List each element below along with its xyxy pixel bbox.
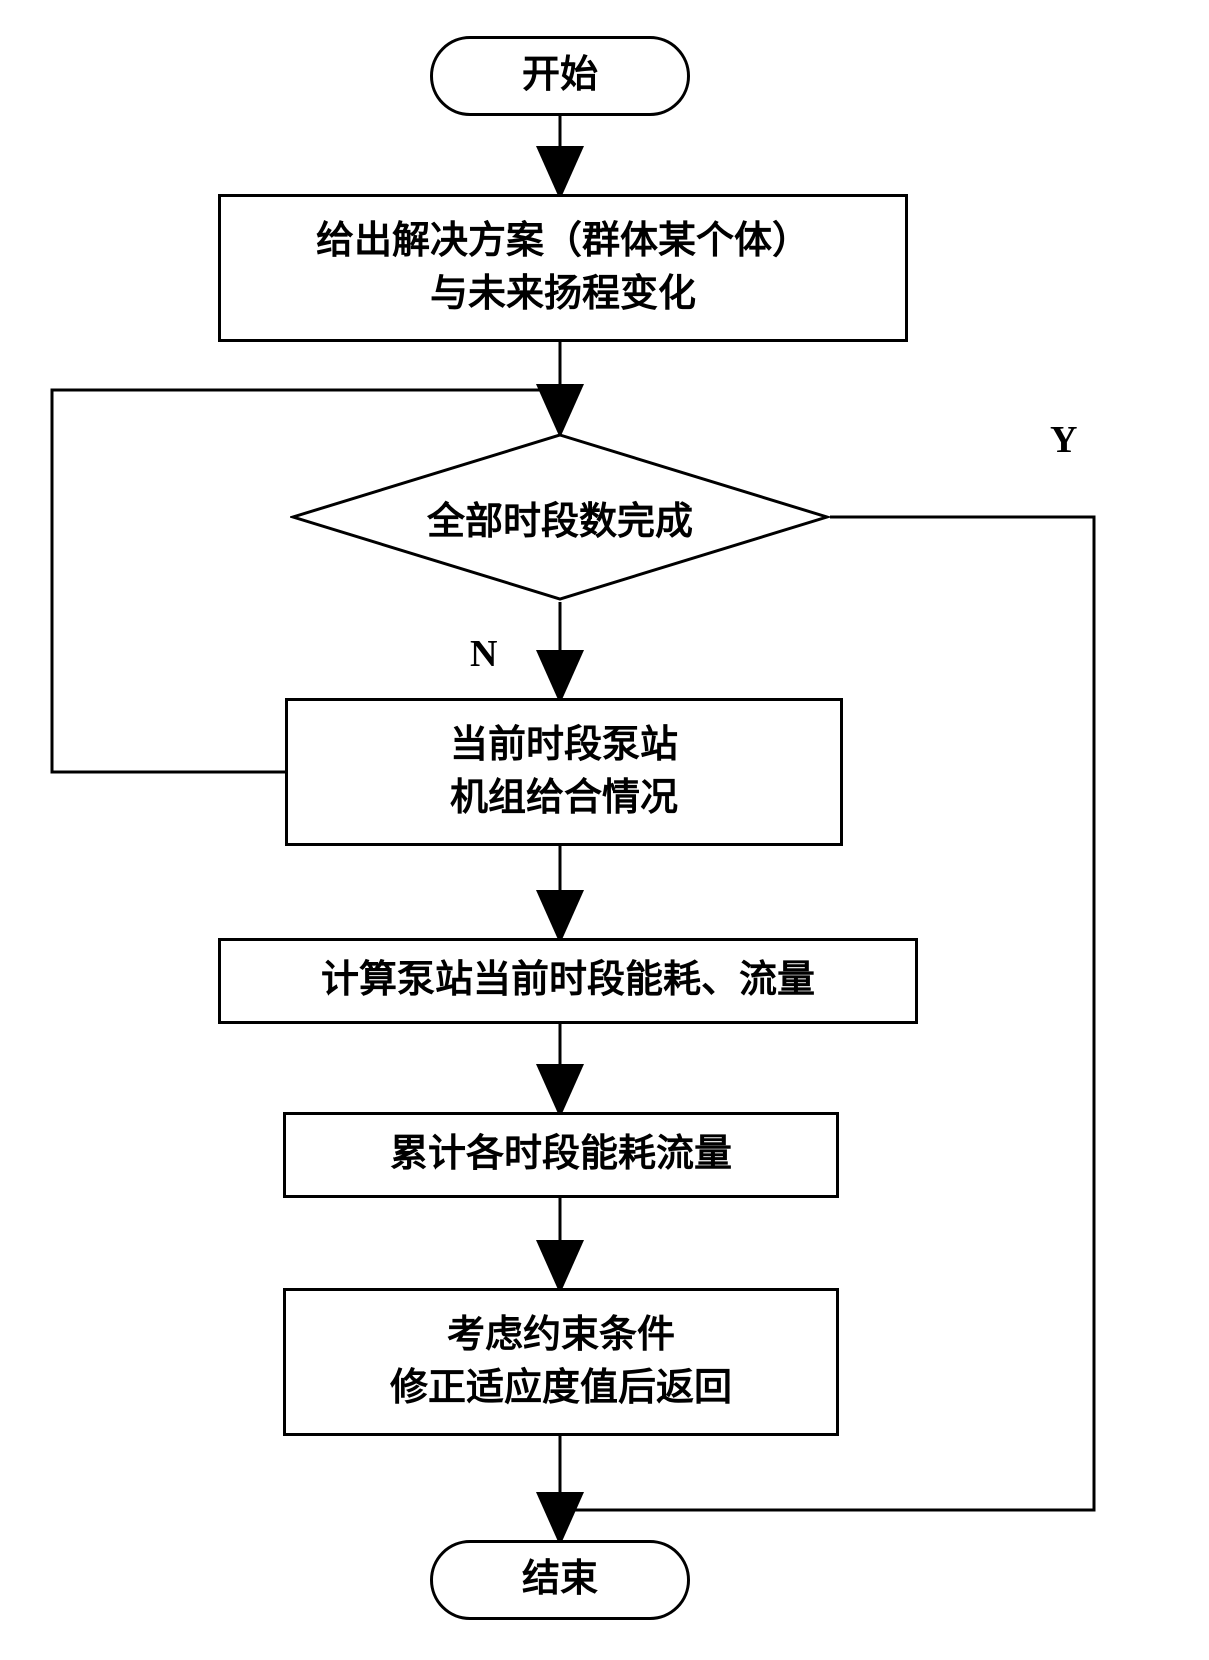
node-calc-energy-flow: 计算泵站当前时段能耗、流量 bbox=[218, 938, 918, 1024]
label-no-text: N bbox=[470, 633, 497, 675]
node-start: 开始 bbox=[430, 36, 690, 116]
node-end-text: 结束 bbox=[522, 1553, 598, 1606]
node-apply-constraints-line2: 修正适应度值后返回 bbox=[390, 1362, 732, 1415]
node-give-solution-line2: 与未来扬程变化 bbox=[430, 268, 696, 321]
node-current-pump-combo-line1: 当前时段泵站 bbox=[450, 719, 678, 772]
node-give-solution-line1: 给出解决方案（群体某个体） bbox=[316, 215, 810, 268]
node-accumulate-text: 累计各时段能耗流量 bbox=[390, 1128, 732, 1181]
node-start-text: 开始 bbox=[522, 49, 598, 102]
node-all-periods-done: 全部时段数完成 bbox=[290, 432, 830, 602]
node-all-periods-done-text: 全部时段数完成 bbox=[427, 490, 693, 545]
flowchart-container: 开始 给出解决方案（群体某个体） 与未来扬程变化 全部时段数完成 当前时段泵站 … bbox=[0, 0, 1209, 1660]
node-accumulate: 累计各时段能耗流量 bbox=[283, 1112, 839, 1198]
node-end: 结束 bbox=[430, 1540, 690, 1620]
node-apply-constraints-line1: 考虑约束条件 bbox=[447, 1309, 675, 1362]
node-apply-constraints: 考虑约束条件 修正适应度值后返回 bbox=[283, 1288, 839, 1436]
label-yes: Y bbox=[1050, 418, 1077, 462]
node-current-pump-combo: 当前时段泵站 机组给合情况 bbox=[285, 698, 843, 846]
label-no: N bbox=[470, 632, 497, 676]
node-calc-energy-flow-text: 计算泵站当前时段能耗、流量 bbox=[321, 954, 815, 1007]
node-give-solution: 给出解决方案（群体某个体） 与未来扬程变化 bbox=[218, 194, 908, 342]
node-current-pump-combo-line2: 机组给合情况 bbox=[450, 772, 678, 825]
label-yes-text: Y bbox=[1050, 419, 1077, 461]
